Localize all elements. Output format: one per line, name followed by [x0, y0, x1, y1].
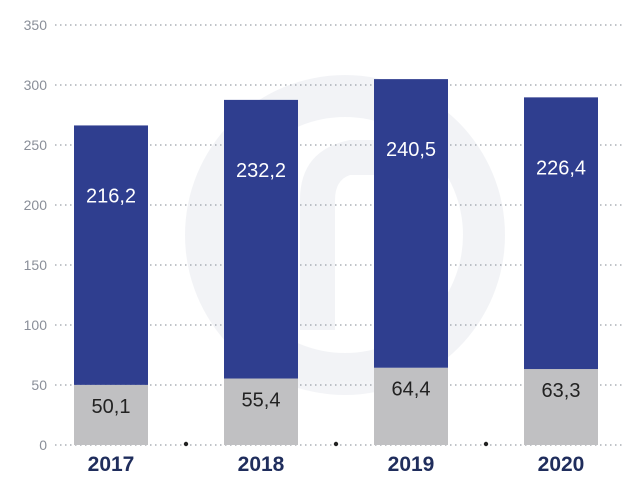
- y-axis-tick-labels: 0 50 100 150 200 250 300 350: [24, 17, 48, 453]
- x-axis-category-labels: 2017 2018 2019 2020: [88, 453, 585, 476]
- y-tick-label: 250: [24, 137, 48, 153]
- y-tick-label: 50: [31, 377, 47, 393]
- bar-segment-lower-2018: [224, 378, 298, 445]
- x-category-label: 2017: [88, 453, 135, 476]
- bar-value-label: 226,4: [536, 157, 586, 179]
- separator-dot: [483, 441, 489, 447]
- bar-value-label: 55,4: [242, 390, 281, 412]
- y-tick-label: 200: [24, 197, 48, 213]
- bar-segment-upper-2020: [524, 97, 598, 370]
- bar-value-label: 50,1: [92, 396, 131, 418]
- bar-value-label: 63,3: [542, 380, 581, 402]
- bar-segment-upper-2019: [374, 79, 448, 368]
- bar-value-label: 232,2: [236, 160, 286, 182]
- bar-segment-lower-2019: [374, 367, 448, 445]
- bar-value-label: 240,5: [386, 139, 436, 161]
- bar-segment-upper-2018: [224, 99, 298, 379]
- category-separator-dots: [183, 441, 489, 447]
- bar-value-label: 64,4: [392, 379, 431, 401]
- x-category-label: 2019: [388, 453, 435, 476]
- bar-segment-upper-2017: [74, 125, 148, 385]
- bar-segment-lower-2020: [524, 369, 598, 445]
- bar-value-label: 216,2: [86, 185, 136, 207]
- bar-value-labels: 50,1 216,2 55,4 232,2 64,4 240,5 63,3 226,4: [86, 139, 586, 418]
- x-category-label: 2018: [238, 453, 285, 476]
- bars: [74, 79, 598, 445]
- y-tick-label: 0: [39, 437, 47, 453]
- bar-segment-lower-2017: [74, 384, 148, 445]
- separator-dot: [333, 441, 339, 447]
- y-tick-label: 150: [24, 257, 48, 273]
- separator-dot: [183, 441, 189, 447]
- x-category-label: 2020: [538, 453, 585, 476]
- y-tick-label: 350: [24, 17, 48, 33]
- y-tick-label: 100: [24, 317, 48, 333]
- y-tick-label: 300: [24, 77, 48, 93]
